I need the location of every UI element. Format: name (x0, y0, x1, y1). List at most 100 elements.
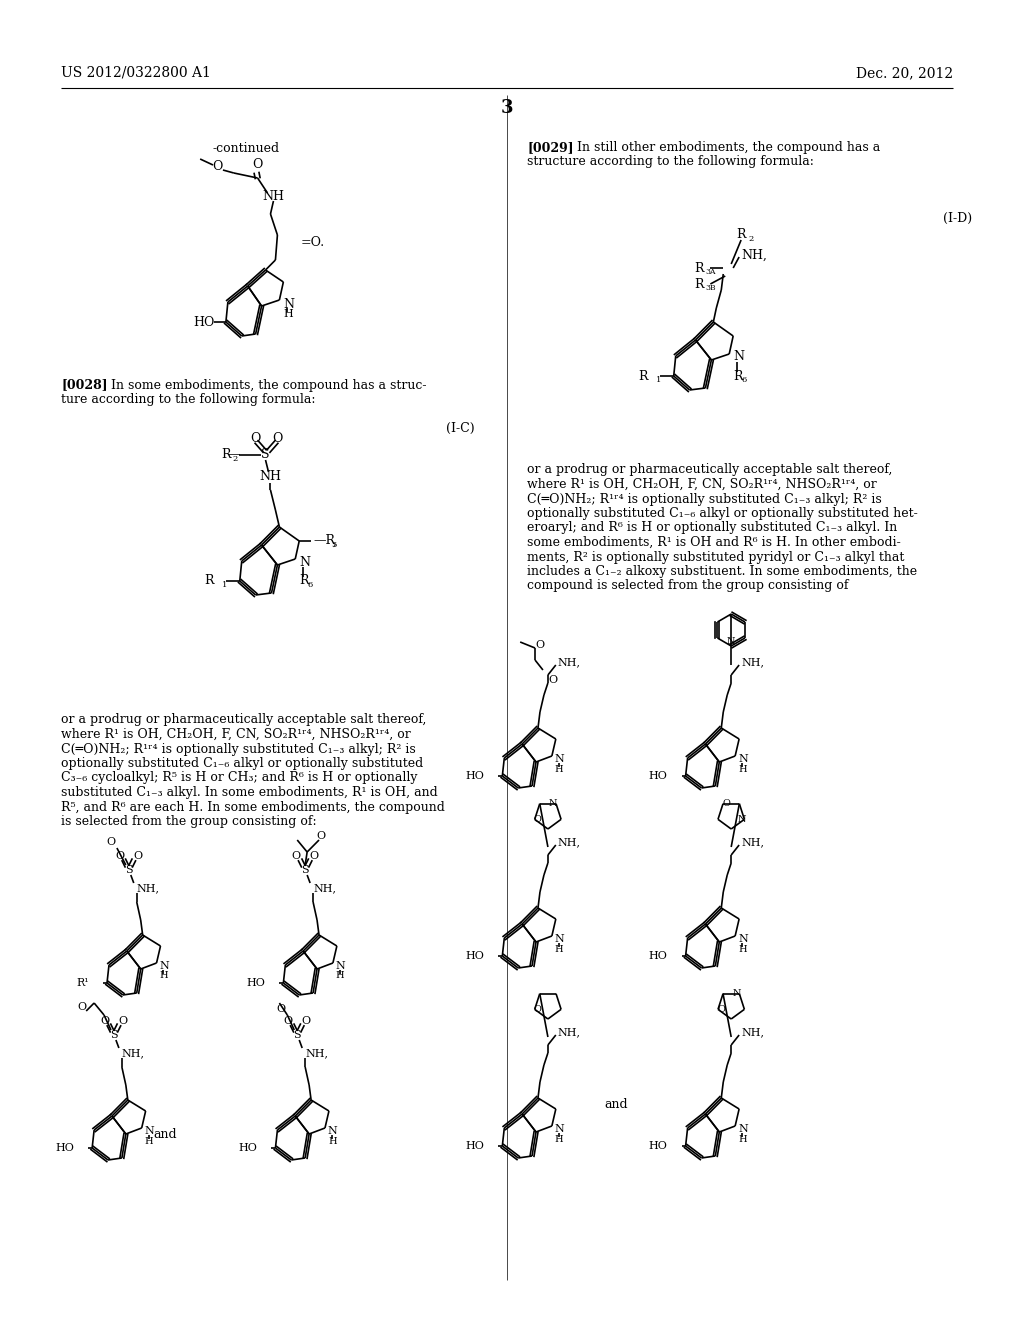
Text: O: O (302, 1016, 310, 1026)
Text: optionally substituted C₁₋₆ alkyl or optionally substituted het-: optionally substituted C₁₋₆ alkyl or opt… (527, 507, 918, 520)
Text: N: N (299, 556, 310, 569)
Text: NH,: NH, (313, 883, 336, 894)
Text: 2: 2 (232, 455, 239, 463)
Text: includes a C₁₋₂ alkoxy substituent. In some embodiments, the: includes a C₁₋₂ alkoxy substituent. In s… (527, 565, 918, 578)
Text: HO: HO (466, 950, 484, 961)
Text: (I-C): (I-C) (445, 421, 474, 434)
Text: R: R (299, 574, 308, 587)
Text: H: H (160, 972, 168, 981)
Text: C₃₋₆ cycloalkyl; R⁵ is H or CH₃; and R⁶ is H or optionally: C₃₋₆ cycloalkyl; R⁵ is H or CH₃; and R⁶ … (61, 771, 418, 784)
Text: N: N (732, 989, 740, 998)
Text: H: H (738, 945, 746, 953)
Text: N: N (160, 961, 169, 972)
Text: In some embodiments, the compound has a struc-: In some embodiments, the compound has a … (111, 379, 426, 392)
Text: NH,: NH, (558, 657, 581, 667)
Text: =O.: =O. (300, 236, 325, 249)
Text: structure according to the following formula:: structure according to the following for… (527, 156, 814, 169)
Text: HO: HO (239, 1143, 258, 1152)
Text: HO: HO (466, 1140, 484, 1151)
Text: N: N (549, 799, 557, 808)
Text: N: N (555, 754, 564, 764)
Text: O: O (534, 814, 542, 824)
Text: NH,: NH, (741, 1027, 764, 1038)
Text: O: O (78, 1002, 87, 1012)
Text: S: S (294, 1030, 301, 1040)
Text: O: O (272, 433, 283, 446)
Text: 6: 6 (741, 376, 746, 384)
Text: O: O (292, 851, 301, 861)
Text: [0028]: [0028] (61, 379, 109, 392)
Text: and: and (604, 1098, 628, 1111)
Text: S: S (301, 865, 309, 875)
Text: is selected from the group consisting of:: is selected from the group consisting of… (61, 814, 317, 828)
Text: N: N (737, 814, 745, 824)
Text: -continued: -continued (212, 141, 280, 154)
Text: —: — (227, 449, 240, 462)
Text: O: O (534, 1005, 542, 1014)
Text: 1: 1 (656, 376, 662, 384)
Text: R: R (736, 228, 745, 242)
Text: [0029]: [0029] (527, 141, 573, 154)
Text: NH,: NH, (558, 837, 581, 847)
Text: N: N (738, 935, 748, 944)
Text: (I-D): (I-D) (943, 211, 973, 224)
Text: 6: 6 (307, 581, 312, 589)
Text: O: O (100, 1016, 110, 1026)
Text: R: R (694, 261, 703, 275)
Text: R: R (205, 574, 214, 587)
Text: H: H (328, 1137, 337, 1146)
Text: where R¹ is OH, CH₂OH, F, CN, SO₂R¹ʳ⁴, NHSO₂R¹ʳ⁴, or: where R¹ is OH, CH₂OH, F, CN, SO₂R¹ʳ⁴, N… (527, 478, 877, 491)
Text: H: H (738, 1134, 746, 1143)
Text: HO: HO (649, 950, 668, 961)
Text: R¹: R¹ (77, 978, 89, 987)
Text: In still other embodiments, the compound has a: In still other embodiments, the compound… (577, 141, 880, 154)
Text: C(═O)NH₂; R¹ʳ⁴ is optionally substituted C₁₋₃ alkyl; R² is: C(═O)NH₂; R¹ʳ⁴ is optionally substituted… (527, 492, 882, 506)
Text: O: O (133, 851, 142, 861)
Text: O: O (251, 433, 261, 446)
Text: or a prodrug or pharmaceutically acceptable salt thereof,: or a prodrug or pharmaceutically accepta… (527, 463, 893, 477)
Text: N: N (144, 1126, 155, 1137)
Text: optionally substituted C₁₋₆ alkyl or optionally substituted: optionally substituted C₁₋₆ alkyl or opt… (61, 756, 424, 770)
Text: NH,: NH, (741, 837, 764, 847)
Text: 3B: 3B (706, 284, 716, 292)
Text: NH: NH (262, 190, 285, 202)
Text: S: S (261, 449, 269, 462)
Text: N: N (738, 754, 748, 764)
Text: O: O (309, 851, 318, 861)
Text: HO: HO (649, 771, 668, 781)
Text: —R: —R (313, 535, 335, 548)
Text: 3A: 3A (706, 268, 716, 276)
Text: O: O (717, 1005, 725, 1014)
Text: 3: 3 (501, 99, 513, 117)
Text: O: O (548, 675, 557, 685)
Text: 5: 5 (331, 541, 336, 549)
Text: H: H (144, 1137, 154, 1146)
Text: NH,: NH, (741, 248, 767, 261)
Text: O: O (116, 851, 125, 861)
Text: 2: 2 (749, 235, 754, 243)
Text: N: N (328, 1126, 338, 1137)
Text: HO: HO (466, 771, 484, 781)
Text: NH,: NH, (305, 1048, 328, 1059)
Text: NH,: NH, (741, 657, 764, 667)
Text: N: N (555, 1125, 564, 1134)
Text: H: H (336, 972, 344, 981)
Text: N: N (727, 638, 735, 647)
Text: R⁵, and R⁶ are each H. In some embodiments, the compound: R⁵, and R⁶ are each H. In some embodimen… (61, 800, 445, 813)
Text: ,: , (333, 535, 337, 548)
Text: N: N (738, 1125, 748, 1134)
Text: N: N (733, 351, 744, 363)
Text: R: R (639, 370, 648, 383)
Text: O: O (284, 1016, 293, 1026)
Text: R: R (733, 370, 742, 383)
Text: N: N (284, 297, 294, 310)
Text: O: O (536, 640, 545, 649)
Text: substituted C₁₋₃ alkyl. In some embodiments, R¹ is OH, and: substituted C₁₋₃ alkyl. In some embodime… (61, 785, 438, 799)
Text: O: O (276, 1005, 286, 1014)
Text: N: N (336, 961, 346, 972)
Text: ments, R² is optionally substituted pyridyl or C₁₋₃ alkyl that: ments, R² is optionally substituted pyri… (527, 550, 904, 564)
Text: NH,: NH, (558, 1027, 581, 1038)
Text: S: S (111, 1030, 118, 1040)
Text: Dec. 20, 2012: Dec. 20, 2012 (856, 66, 953, 81)
Text: HO: HO (194, 315, 215, 329)
